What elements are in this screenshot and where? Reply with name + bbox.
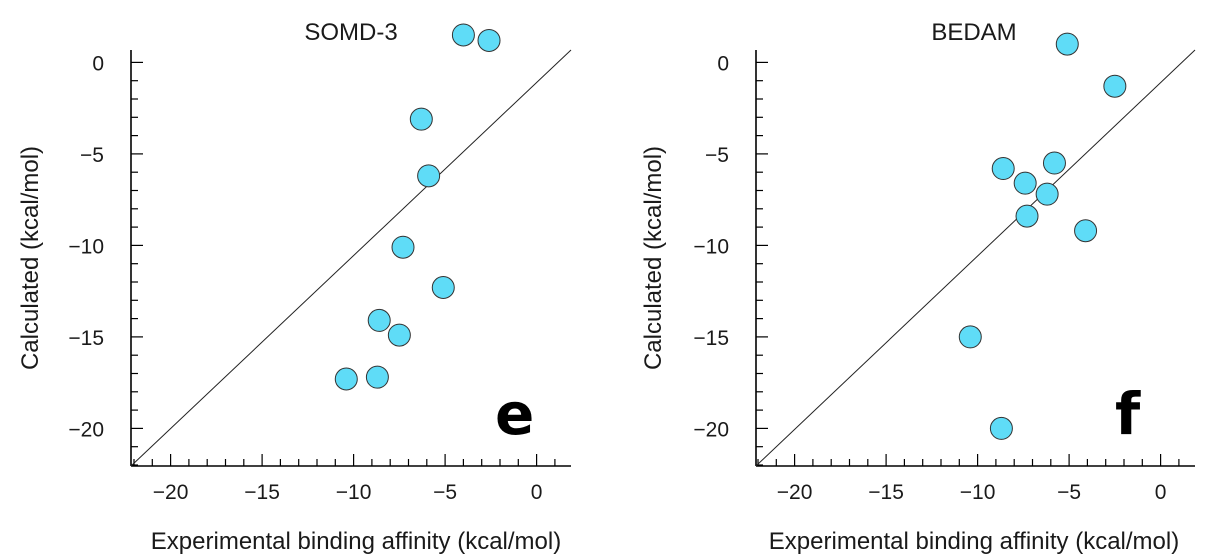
y-tick-label: −15 (693, 327, 729, 350)
tick-labels-group: −20 −15 −10 −5 0 −20 −15 −10 −5 0 (693, 52, 1166, 504)
data-point (1103, 74, 1127, 98)
data-point (334, 367, 358, 391)
x-axis-label: Experimental binding affinity (kcal/mol) (769, 528, 1179, 555)
data-point (1042, 151, 1066, 175)
data-point (1013, 171, 1037, 195)
identity-line (755, 49, 1196, 467)
x-axis-label: Experimental binding affinity (kcal/mol) (151, 528, 561, 555)
data-point (1074, 219, 1098, 243)
chart-title: BEDAM (931, 19, 1016, 46)
y-tick-label: −5 (80, 144, 104, 167)
x-tick-label: 0 (531, 481, 543, 504)
x-tick-label: −10 (336, 481, 372, 504)
data-point (989, 416, 1013, 440)
data-point (365, 365, 389, 389)
y-tick-label: −20 (68, 418, 104, 441)
data-point (1035, 182, 1059, 206)
y-axis-label: Calculated (kcal/mol) (17, 146, 44, 370)
y-axis-label: Calculated (kcal/mol) (640, 146, 667, 370)
x-tick-label: −5 (1057, 481, 1081, 504)
y-tick-label: 0 (92, 52, 104, 75)
data-point (991, 157, 1015, 181)
y-tick-label: −15 (68, 327, 104, 350)
y-tick-label: −20 (693, 418, 729, 441)
data-point (417, 164, 441, 188)
y-tick-label: 0 (717, 52, 729, 75)
ticks-group (131, 61, 556, 466)
y-tick-label: −10 (68, 235, 104, 258)
data-point (1015, 204, 1039, 228)
data-point (387, 323, 411, 347)
x-tick-label: −15 (244, 481, 280, 504)
y-tick-label: −10 (693, 235, 729, 258)
tick-labels-group: −20 −15 −10 −5 0 −20 −15 −10 −5 0 (68, 52, 542, 504)
data-point (958, 325, 982, 349)
ticks-group (756, 61, 1180, 466)
x-tick-label: −15 (868, 481, 904, 504)
data-point (431, 275, 455, 299)
chart-title: SOMD-3 (304, 19, 397, 46)
data-point (409, 107, 433, 131)
x-tick-label: −20 (777, 481, 813, 504)
data-point (451, 23, 475, 47)
x-tick-label: −5 (433, 481, 457, 504)
x-tick-label: −10 (960, 481, 996, 504)
scatter-panel-bedam: BEDAM −20 −15 −10 −5 0 −20 −15 −10 −5 0 Experimen… (640, 19, 1196, 555)
panel-label: e (495, 380, 534, 448)
y-tick-label: −5 (705, 144, 729, 167)
data-point (391, 235, 415, 259)
identity-line (130, 49, 572, 467)
x-tick-label: −20 (153, 481, 189, 504)
points-group (958, 32, 1127, 440)
data-point (1055, 32, 1079, 56)
points-group (334, 23, 501, 391)
panel-label: f (1115, 380, 1141, 448)
data-point (367, 308, 391, 332)
scatter-panel-somd3: SOMD-3 −20 −15 −10 −5 0 −20 −15 −10 −5 0 Experime… (17, 19, 572, 555)
data-point (477, 28, 501, 52)
x-tick-label: 0 (1155, 481, 1167, 504)
